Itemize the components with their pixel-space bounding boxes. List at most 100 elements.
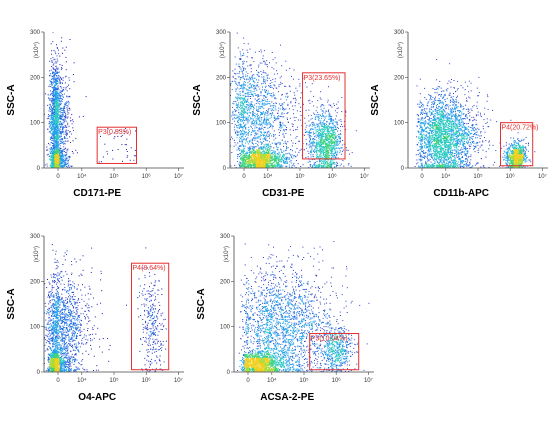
event-dot: [317, 135, 319, 137]
event-dot: [50, 166, 52, 168]
event-dot: [63, 165, 65, 167]
event-dot: [55, 128, 57, 130]
scatter-points: [230, 32, 357, 168]
event-dot: [287, 162, 289, 164]
event-dot: [249, 151, 251, 153]
event-dot: [50, 152, 52, 154]
event-dot: [64, 164, 65, 165]
event-dot: [335, 121, 337, 123]
event-dot: [53, 163, 55, 165]
event-dot: [63, 154, 65, 156]
event-dot: [320, 160, 322, 162]
event-dot: [327, 149, 329, 151]
event-dot: [65, 116, 67, 118]
event-dot: [51, 161, 53, 163]
event-dot: [53, 128, 55, 130]
event-dot: [55, 166, 57, 168]
event-dot: [58, 107, 60, 109]
event-dot: [51, 50, 53, 52]
event-dot: [270, 166, 272, 168]
event-dot: [54, 166, 56, 168]
event-dot: [270, 159, 272, 161]
event-dot: [51, 128, 53, 130]
event-dot: [65, 102, 67, 104]
event-dot: [320, 148, 322, 150]
event-dot: [57, 141, 59, 143]
event-dot: [53, 157, 55, 159]
event-dot: [320, 141, 321, 143]
event-dot: [65, 164, 67, 166]
event-dot: [335, 136, 337, 138]
event-dot: [281, 157, 283, 159]
event-dot: [57, 131, 59, 133]
event-dot: [67, 156, 69, 157]
event-dot: [50, 99, 52, 101]
event-dot: [53, 103, 55, 105]
event-dot: [261, 163, 263, 164]
event-dot: [336, 123, 338, 125]
event-dot: [331, 128, 333, 130]
event-dot: [315, 166, 317, 168]
x-tick-label: 10⁴: [77, 173, 87, 180]
event-dot: [53, 133, 55, 135]
event-dot: [284, 162, 286, 164]
event-dot: [56, 142, 58, 144]
event-dot: [57, 98, 59, 99]
event-dot: [52, 64, 54, 66]
event-dot: [59, 103, 61, 105]
event-dot: [57, 163, 59, 165]
event-dot: [269, 165, 271, 167]
event-dot: [252, 156, 254, 158]
event-dot: [53, 147, 55, 149]
event-dot: [316, 156, 318, 158]
event-dot: [57, 83, 59, 85]
event-dot: [61, 162, 63, 164]
event-dot: [255, 160, 256, 162]
event-dot: [268, 157, 270, 159]
event-dot: [321, 141, 323, 143]
event-dot: [52, 159, 54, 161]
event-dot: [51, 117, 53, 119]
event-dot: [247, 158, 249, 160]
event-dot: [332, 131, 334, 133]
event-dot: [53, 116, 55, 118]
event-dot: [309, 161, 311, 163]
event-dot: [312, 131, 314, 133]
event-dot: [53, 116, 55, 118]
event-dot: [310, 124, 311, 126]
event-dot: [243, 156, 245, 158]
event-dot: [55, 155, 56, 157]
event-dot: [331, 136, 333, 138]
event-dot: [276, 159, 278, 161]
event-dot: [318, 165, 320, 167]
event-dot: [51, 110, 53, 112]
event-dot: [250, 160, 252, 162]
event-dot: [55, 160, 57, 162]
event-dot: [66, 157, 68, 159]
event-dot: [55, 138, 57, 140]
event-dot: [271, 153, 273, 155]
event-dot: [276, 158, 278, 160]
event-dot: [54, 115, 56, 117]
event-dot: [61, 37, 63, 39]
event-dot: [257, 149, 259, 151]
event-dot: [330, 120, 332, 122]
event-dot: [278, 162, 279, 164]
event-dot: [59, 124, 61, 126]
event-dot: [51, 102, 53, 104]
event-dot: [319, 159, 321, 161]
event-dot: [260, 165, 262, 167]
event-dot: [340, 119, 342, 121]
event-dot: [64, 151, 66, 152]
event-dot: [333, 163, 335, 164]
event-dot: [340, 163, 342, 165]
event-dot: [60, 165, 62, 167]
event-dot: [53, 118, 55, 120]
event-dot: [57, 140, 59, 142]
event-dot: [50, 153, 52, 155]
event-dot: [64, 105, 66, 107]
event-dot: [59, 64, 61, 66]
event-dot: [258, 152, 260, 154]
event-dot: [56, 156, 58, 158]
